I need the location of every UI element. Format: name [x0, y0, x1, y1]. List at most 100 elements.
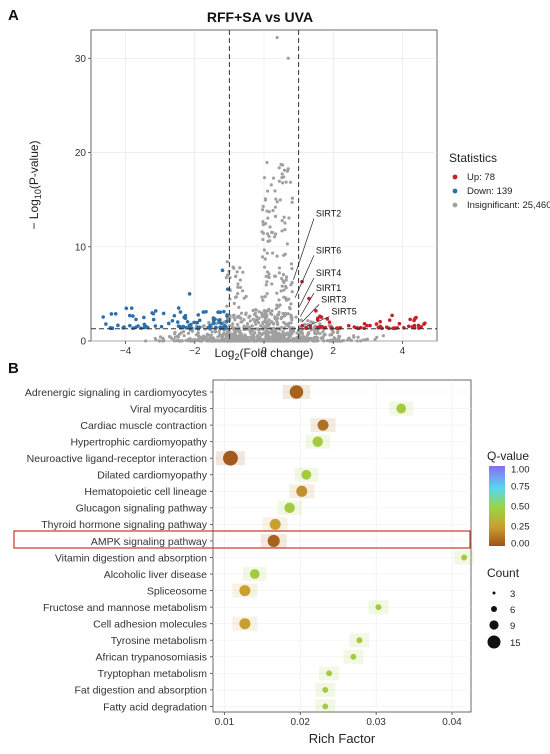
insignificant-point	[381, 334, 385, 338]
insignificant-point	[194, 333, 199, 337]
insignificant-point	[338, 335, 342, 339]
insignificant-point	[287, 297, 291, 301]
gene-label-connector	[305, 316, 330, 328]
gene-label: SIRT2	[316, 209, 341, 219]
down-point	[113, 311, 118, 316]
insignificant-point	[290, 315, 294, 320]
enrichment-category-label: African trypanosomiasis	[96, 652, 207, 664]
insignificant-point	[269, 320, 274, 324]
insignificant-point	[313, 330, 317, 334]
insignificant-point	[236, 285, 240, 289]
panel-a-letter: A	[8, 7, 19, 24]
insignificant-point	[257, 331, 261, 335]
insignificant-point	[290, 196, 295, 200]
down-point	[182, 315, 187, 320]
insignificant-point	[182, 329, 186, 334]
enrichment-grid	[213, 380, 471, 712]
down-point	[225, 319, 229, 324]
down-point	[196, 313, 201, 317]
insignificant-point	[199, 335, 203, 340]
enrichment-point	[326, 670, 333, 677]
insignificant-point	[242, 325, 246, 329]
insignificant-point	[245, 322, 250, 326]
insignificant-point	[255, 319, 259, 323]
insignificant-point	[262, 314, 266, 318]
up-point	[320, 325, 325, 329]
volcano-y-tick-label: 30	[75, 54, 87, 65]
insignificant-point	[280, 315, 284, 319]
enrichment-point	[296, 485, 308, 497]
qvalue-tick-label: 1.00	[511, 465, 530, 476]
insignificant-point	[283, 227, 287, 232]
insignificant-point	[266, 275, 271, 279]
legend-down-label: Down: 139	[467, 186, 512, 197]
insignificant-point	[268, 330, 272, 335]
insignificant-point	[277, 166, 281, 170]
insignificant-point	[254, 322, 258, 326]
insignificant-point	[306, 339, 310, 343]
up-point	[315, 316, 320, 321]
insignificant-point	[220, 336, 224, 341]
insignificant-point	[315, 339, 319, 343]
insignificant-point	[235, 270, 239, 274]
insignificant-point	[231, 322, 235, 326]
legend-insignificant-swatch	[452, 202, 458, 208]
enrichment-category-label: Dilated cardiomyopathy	[97, 470, 207, 482]
up-point	[397, 321, 402, 326]
insignificant-point	[158, 335, 163, 339]
enrichment-category-label: Alcoholic liver disease	[104, 569, 207, 581]
insignificant-point	[280, 229, 284, 233]
ampk-highlight-box	[13, 530, 471, 549]
enrichment-category-label: AMPK signaling pathway	[91, 536, 208, 548]
down-point	[211, 320, 216, 325]
insignificant-point	[265, 251, 269, 255]
insignificant-point	[272, 235, 277, 239]
down-point	[134, 325, 138, 330]
insignificant-point	[275, 320, 279, 324]
enrichment-point	[301, 469, 312, 480]
enrichment-category-label: Viral myocarditis	[130, 403, 207, 415]
insignificant-point	[287, 216, 291, 220]
down-point	[109, 312, 114, 316]
insignificant-point	[268, 311, 273, 315]
insignificant-point	[263, 311, 267, 315]
insignificant-point	[277, 298, 281, 302]
insignificant-point	[271, 326, 276, 330]
insignificant-point	[340, 339, 344, 343]
insignificant-point	[294, 315, 298, 319]
volcano-x-tick-label: −2	[189, 346, 201, 357]
insignificant-point	[225, 304, 229, 308]
enrichment-point	[356, 637, 363, 644]
count-legend-dot-9	[489, 620, 499, 630]
down-point	[172, 313, 177, 318]
down-point	[127, 313, 132, 318]
down-point	[221, 326, 225, 330]
volcano-x-tick-label: 2	[330, 346, 336, 357]
insignificant-point	[364, 338, 368, 342]
up-point	[319, 315, 324, 319]
insignificant-point	[205, 332, 209, 336]
insignificant-point	[315, 336, 319, 340]
up-point	[300, 323, 305, 328]
insignificant-point	[273, 332, 278, 336]
insignificant-point	[289, 262, 294, 266]
insignificant-point	[273, 274, 277, 278]
insignificant-point	[290, 318, 294, 322]
insignificant-point	[236, 328, 240, 332]
insignificant-point	[288, 180, 293, 184]
down-point	[187, 323, 191, 328]
up-point	[419, 325, 423, 329]
insignificant-point	[175, 339, 179, 343]
qvalue-tick-label: 0.00	[511, 539, 530, 550]
insignificant-point	[263, 257, 267, 261]
insignificant-point	[322, 339, 326, 343]
enrichment-category-label: Cardiac muscle contraction	[80, 420, 207, 432]
insignificant-point	[336, 339, 340, 343]
enrichment-category-label: Fructose and mannose metabolism	[43, 602, 207, 614]
insignificant-point	[262, 331, 266, 335]
down-point	[195, 320, 200, 325]
enrichment-point	[312, 436, 323, 447]
insignificant-point	[263, 197, 268, 201]
insignificant-point	[277, 310, 281, 314]
